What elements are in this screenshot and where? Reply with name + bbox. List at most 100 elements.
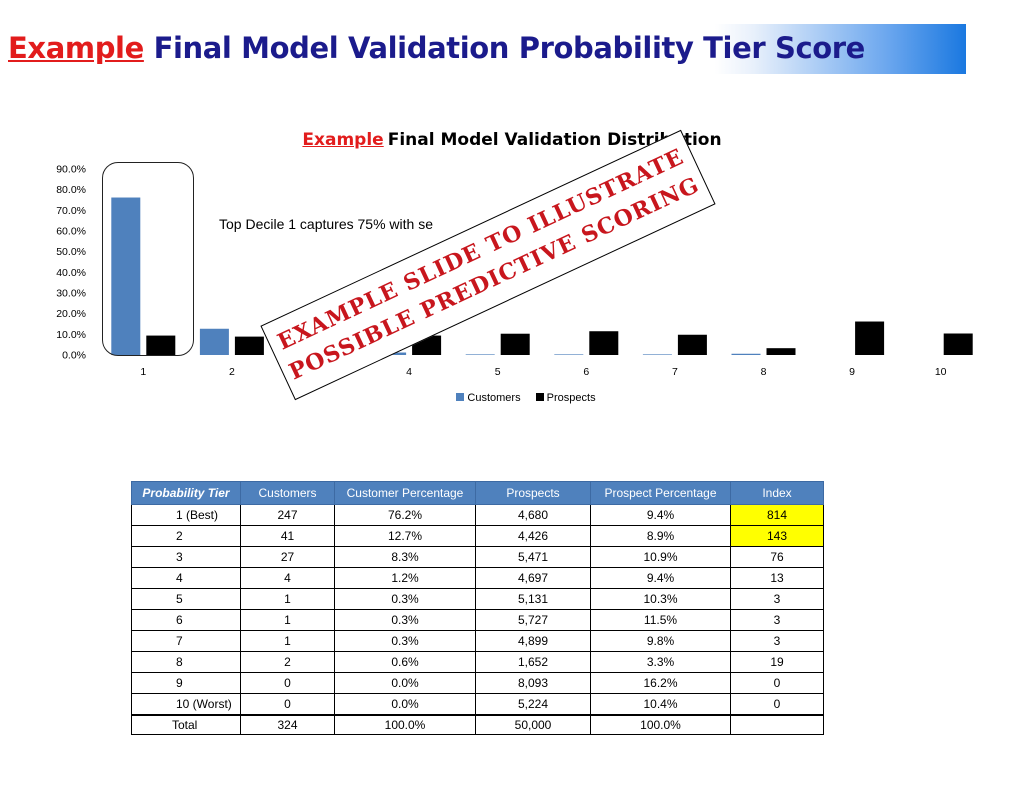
cell-customers: 4 <box>240 567 335 589</box>
title-rest: Final Model Validation Probability Tier … <box>143 31 866 65</box>
cell-prospect-percentage: 8.9% <box>590 525 731 547</box>
bar-customers-5 <box>465 354 495 355</box>
cell-tier: 5 <box>131 588 241 610</box>
bar-prospects-1 <box>146 335 176 355</box>
cell-customer-percentage: 0.3% <box>334 588 476 610</box>
cell-index: 76 <box>730 546 824 568</box>
table-total-row: Total 324 100.0% 50,000 100.0% <box>131 714 824 735</box>
cell-tier: 8 <box>131 651 241 673</box>
cell-prospects: 5,224 <box>475 693 591 716</box>
cell-prospect-percentage: 3.3% <box>590 651 731 673</box>
table-row: 7 1 0.3% 4,899 9.8% 3 <box>131 630 824 652</box>
y-tick-label: 70.0% <box>56 205 86 217</box>
bar-prospects-5 <box>500 333 530 355</box>
bar-prospects-10 <box>943 333 973 355</box>
cell-customer-percentage: 0.6% <box>334 651 476 673</box>
cell-customers: 1 <box>240 609 335 631</box>
table-row: 5 1 0.3% 5,131 10.3% 3 <box>131 588 824 610</box>
cell-customer-percentage: 0.3% <box>334 609 476 631</box>
bar-prospects-7 <box>677 334 707 355</box>
cell-prospect-percentage: 16.2% <box>590 672 731 694</box>
cell-prospects: 4,680 <box>475 504 591 526</box>
cell-prospects: 1,652 <box>475 651 591 673</box>
table-row: 4 4 1.2% 4,697 9.4% 13 <box>131 567 824 589</box>
x-tick-label: 6 <box>583 366 589 378</box>
cell-index: 814 <box>730 504 824 526</box>
slide-title: Example Final Model Validation Probabili… <box>8 28 865 68</box>
x-tick-label: 4 <box>406 366 412 378</box>
legend-swatch-prospects <box>535 393 544 401</box>
bar-prospects-6 <box>589 331 619 355</box>
cell-customer-percentage: 8.3% <box>334 546 476 568</box>
cell-index: 0 <box>730 693 824 716</box>
chart-title-highlight: Example <box>302 130 384 150</box>
legend-swatch-customers <box>456 393 465 401</box>
cell-index: 3 <box>730 630 824 652</box>
cell-prospect-percentage: 10.9% <box>590 546 731 568</box>
header-customers: Customers <box>240 481 335 505</box>
legend-item-customers: Customers <box>456 392 521 404</box>
cell-tier: 6 <box>131 609 241 631</box>
y-tick-label: 20.0% <box>56 308 86 320</box>
cell-prospect-percentage: 9.4% <box>590 567 731 589</box>
y-tick-label: 60.0% <box>56 226 86 238</box>
y-tick-label: 30.0% <box>56 288 86 300</box>
y-tick-label: 10.0% <box>56 329 86 341</box>
x-tick-label: 10 <box>935 366 947 378</box>
bar-customers-6 <box>554 354 584 355</box>
x-tick-label: 9 <box>849 366 855 378</box>
y-tick-label: 0.0% <box>62 350 86 362</box>
cell-customer-percentage: 1.2% <box>334 567 476 589</box>
cell-prospects: 5,727 <box>475 609 591 631</box>
header-prospects: Prospects <box>475 481 591 505</box>
cell-customer-percentage: 76.2% <box>334 504 476 526</box>
y-tick-label: 90.0% <box>56 164 86 176</box>
cell-customer-percentage: 0.0% <box>334 672 476 694</box>
chart-annotation: Top Decile 1 captures 75% with se <box>219 216 433 232</box>
cell-index: 3 <box>730 588 824 610</box>
cell-tier: 7 <box>131 630 241 652</box>
x-tick-label: 7 <box>672 366 678 378</box>
header-index: Index <box>730 481 824 505</box>
cell-prospect-percentage: 9.8% <box>590 630 731 652</box>
chart-legend: Customers Prospects <box>0 392 1024 404</box>
cell-tier: 1 (Best) <box>131 504 241 526</box>
x-tick-label: 1 <box>140 366 146 378</box>
legend-label-prospects: Prospects <box>546 392 596 404</box>
cell-customers: 0 <box>240 693 335 716</box>
cell-tier: Total <box>131 714 241 735</box>
cell-tier: 9 <box>131 672 241 694</box>
table-row: 9 0 0.0% 8,093 16.2% 0 <box>131 672 824 694</box>
bar-chart: 0.0% 10.0% 20.0% 30.0% 40.0% 50.0% 60.0% 70.0% 8… <box>56 164 973 378</box>
bar-prospects-8 <box>766 348 796 355</box>
bar-customers-7 <box>642 354 672 355</box>
cell-index: 3 <box>730 609 824 631</box>
cell-index <box>730 714 824 735</box>
table-row: 8 2 0.6% 1,652 3.3% 19 <box>131 651 824 673</box>
chart-title-text: Final Model Validation Distribution <box>387 130 722 150</box>
cell-prospect-percentage: 10.3% <box>590 588 731 610</box>
cell-prospect-percentage: 9.4% <box>590 504 731 526</box>
cell-index: 13 <box>730 567 824 589</box>
chart-title: Example Final Model Validation Distributi… <box>0 130 1024 150</box>
cell-customer-percentage: 0.3% <box>334 630 476 652</box>
cell-prospects: 4,697 <box>475 567 591 589</box>
table-row: 1 (Best) 247 76.2% 4,680 9.4% 814 <box>131 504 824 526</box>
cell-customers: 1 <box>240 588 335 610</box>
table-row: 10 (Worst) 0 0.0% 5,224 10.4% 0 <box>131 693 824 716</box>
y-tick-label: 40.0% <box>56 267 86 279</box>
cell-index: 0 <box>730 672 824 694</box>
cell-index: 19 <box>730 651 824 673</box>
cell-customer-percentage: 0.0% <box>334 693 476 716</box>
header-probability-tier: Probability Tier <box>131 481 241 505</box>
cell-customers: 247 <box>240 504 335 526</box>
table-row: 3 27 8.3% 5,471 10.9% 76 <box>131 546 824 568</box>
x-tick-label: 5 <box>495 366 501 378</box>
cell-tier: 2 <box>131 525 241 547</box>
cell-prospects: 5,471 <box>475 546 591 568</box>
bar-customers-1 <box>111 197 141 355</box>
cell-prospects: 8,093 <box>475 672 591 694</box>
header-prospect-percentage: Prospect Percentage <box>590 481 731 505</box>
cell-prospects: 4,426 <box>475 525 591 547</box>
cell-customers: 41 <box>240 525 335 547</box>
